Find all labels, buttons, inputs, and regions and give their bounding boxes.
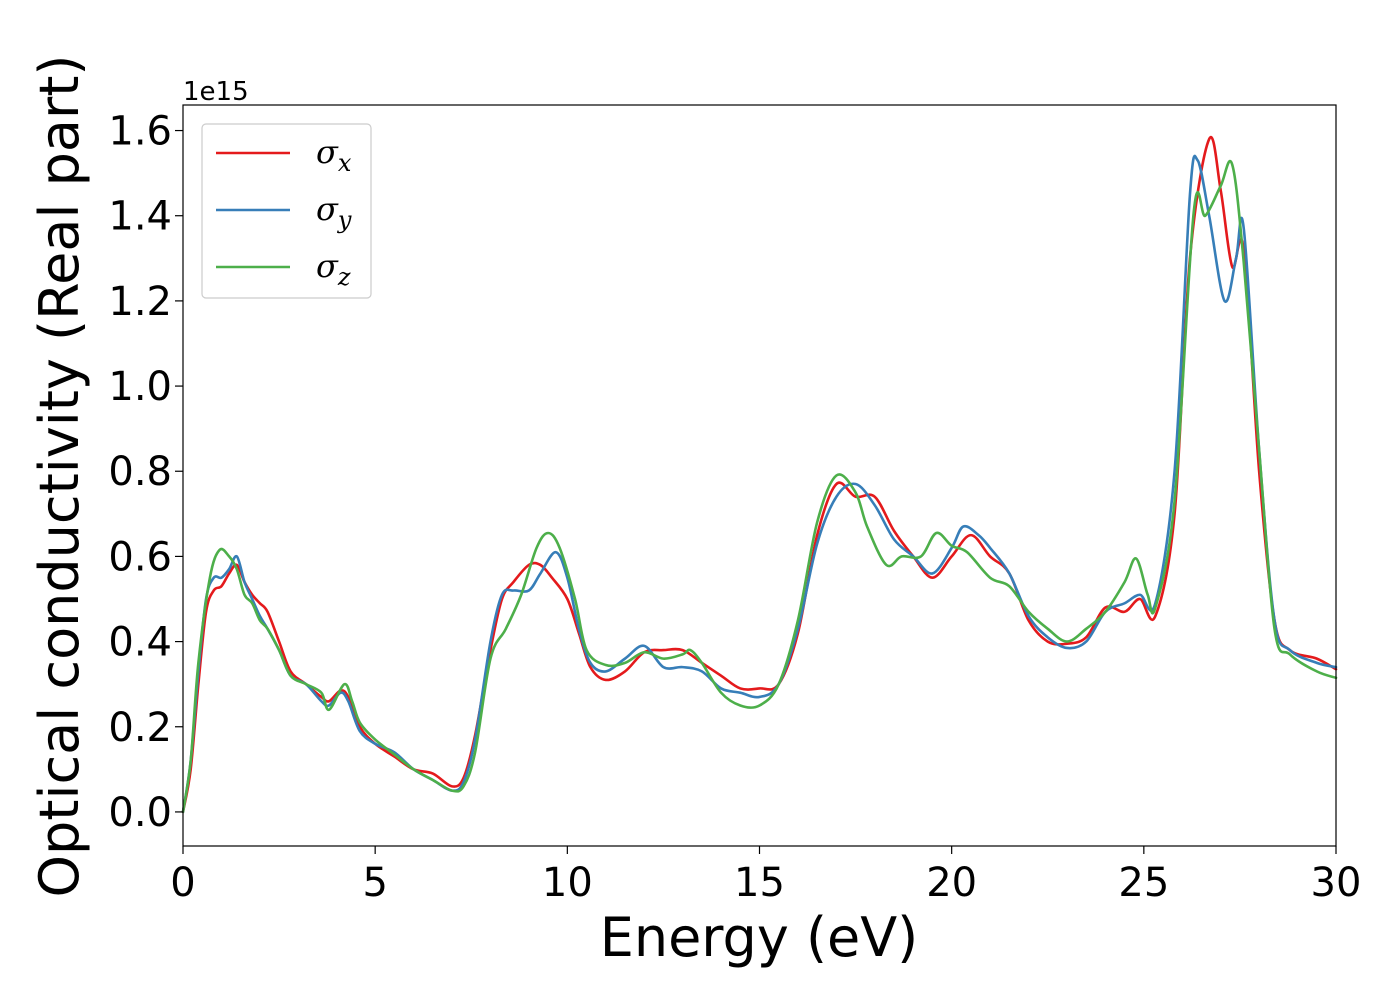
x-axis-ticks: 0 5 10 15 20 25 30 [170, 846, 1361, 906]
x-tick-label: 25 [1118, 860, 1169, 906]
x-tick-label: 5 [362, 860, 387, 906]
series-layer [181, 135, 1338, 814]
legend-items: σx σy σz [216, 133, 352, 291]
series-line-z [181, 160, 1338, 814]
x-tick-label: 15 [734, 860, 785, 906]
x-tick-label: 10 [542, 860, 593, 906]
legend-label-y: σy [316, 190, 352, 234]
series-line-x [181, 135, 1338, 814]
y-tick-label: 0.8 [108, 449, 172, 495]
y-tick-label: 1.6 [108, 109, 172, 155]
x-tick-label: 0 [170, 860, 195, 906]
y-offset-label: 1e15 [183, 77, 249, 107]
legend-label-x: σx [316, 133, 352, 177]
y-tick-label: 1.0 [108, 364, 172, 410]
y-tick-label: 0.4 [108, 620, 172, 666]
y-axis-ticks: 0.0 0.2 0.4 0.6 0.8 1.0 1.2 1.4 1.6 [108, 109, 183, 836]
legend: σx σy σz [201, 123, 372, 299]
legend-label-z: σz [316, 247, 351, 291]
y-tick-label: 0.0 [108, 790, 172, 836]
x-tick-label: 30 [1311, 860, 1362, 906]
y-tick-label: 0.2 [108, 705, 172, 751]
y-tick-label: 0.6 [108, 534, 172, 580]
x-axis-title: Energy (eV) [600, 906, 919, 969]
y-tick-label: 1.2 [108, 279, 172, 325]
y-axis-title: Optical conductivity (Real part) [28, 55, 91, 898]
x-tick-label: 20 [926, 860, 977, 906]
y-tick-label: 1.4 [108, 194, 172, 240]
